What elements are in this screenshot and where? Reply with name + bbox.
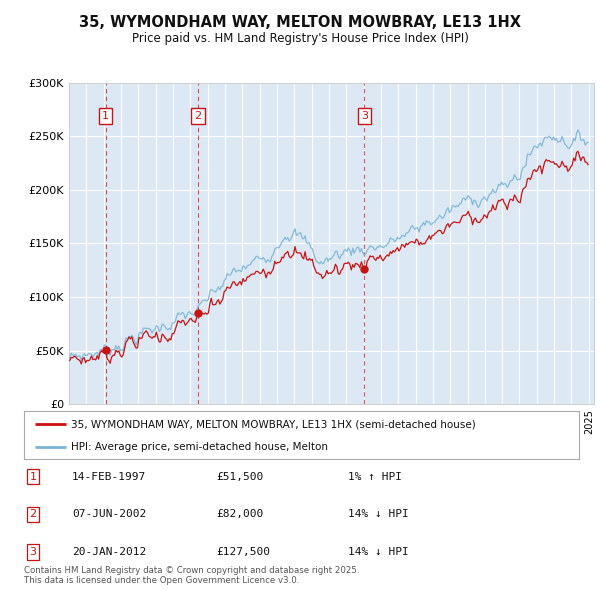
Text: Price paid vs. HM Land Registry's House Price Index (HPI): Price paid vs. HM Land Registry's House … bbox=[131, 32, 469, 45]
Text: 1% ↑ HPI: 1% ↑ HPI bbox=[348, 472, 402, 481]
Text: HPI: Average price, semi-detached house, Melton: HPI: Average price, semi-detached house,… bbox=[71, 442, 328, 452]
Text: 14% ↓ HPI: 14% ↓ HPI bbox=[348, 548, 409, 557]
Text: 14-FEB-1997: 14-FEB-1997 bbox=[72, 472, 146, 481]
Text: £127,500: £127,500 bbox=[216, 548, 270, 557]
Text: 35, WYMONDHAM WAY, MELTON MOWBRAY, LE13 1HX: 35, WYMONDHAM WAY, MELTON MOWBRAY, LE13 … bbox=[79, 15, 521, 30]
Text: 20-JAN-2012: 20-JAN-2012 bbox=[72, 548, 146, 557]
Text: 1: 1 bbox=[102, 112, 109, 122]
Text: £51,500: £51,500 bbox=[216, 472, 263, 481]
Text: 3: 3 bbox=[29, 548, 37, 557]
Text: 07-JUN-2002: 07-JUN-2002 bbox=[72, 510, 146, 519]
Text: 3: 3 bbox=[361, 112, 368, 122]
Text: 1: 1 bbox=[29, 472, 37, 481]
Text: 35, WYMONDHAM WAY, MELTON MOWBRAY, LE13 1HX (semi-detached house): 35, WYMONDHAM WAY, MELTON MOWBRAY, LE13 … bbox=[71, 419, 476, 429]
Text: 14% ↓ HPI: 14% ↓ HPI bbox=[348, 510, 409, 519]
Text: Contains HM Land Registry data © Crown copyright and database right 2025.
This d: Contains HM Land Registry data © Crown c… bbox=[24, 566, 359, 585]
Text: £82,000: £82,000 bbox=[216, 510, 263, 519]
Text: 2: 2 bbox=[29, 510, 37, 519]
Text: 2: 2 bbox=[194, 112, 202, 122]
